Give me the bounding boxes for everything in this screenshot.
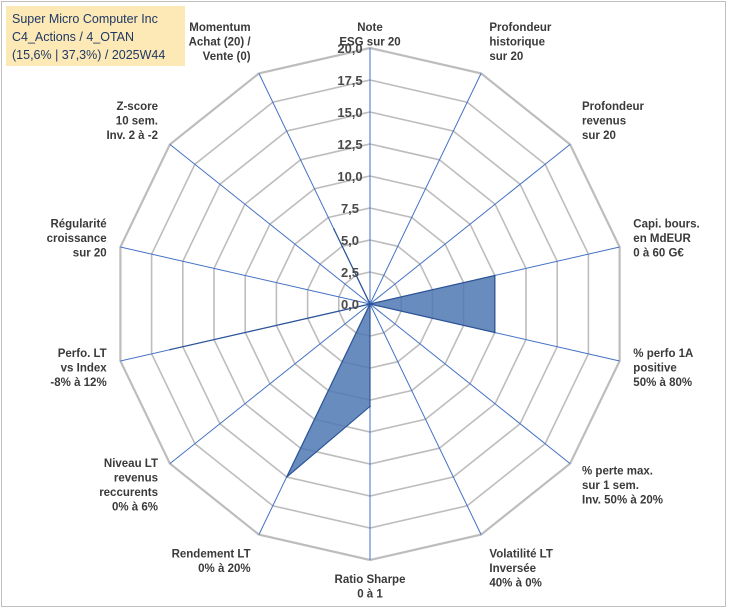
axis-label-14: Momentum Achat (20) / Vente (0): [189, 22, 252, 63]
tick-label-2: 5,0: [341, 233, 359, 248]
axis-label-2: Profondeur historique sur 20: [489, 22, 551, 63]
axis-label-10: Niveau LT revenus reccurents 0% à 6%: [99, 458, 158, 513]
axis-spoke-6: [369, 303, 571, 464]
company-name: Super Micro Computer Inc: [12, 12, 158, 26]
tick-label-1: 2,5: [341, 265, 359, 280]
tick-label-0: 0,0: [341, 297, 359, 312]
tick-label-7: 17,5: [337, 73, 362, 88]
tick-label-8: 20,0: [337, 41, 362, 56]
axis-label-4: Capi. bours. en MdEUR 0 à 60 G€: [633, 218, 699, 259]
stats-label: (15,6% | 37,3%) / 2025W44: [12, 48, 166, 62]
data-point-4: [494, 274, 496, 277]
axis-label-8: Ratio Sharpe 0 à 1: [335, 574, 406, 601]
axis-spoke-12: [120, 246, 371, 305]
axis-label-6: % perte max. sur 1 sem. Inv. 50% à 20%: [582, 465, 663, 506]
category-label: C4_Actions / 4_OTAN: [12, 30, 135, 44]
axis-spoke-3: [369, 144, 571, 305]
axis-label-7: Volatilité LT Inversée 40% à 0%: [489, 549, 552, 590]
axis-label-11: Perfo. LT vs Index -8% à 12%: [50, 348, 107, 389]
axis-spoke-2: [369, 73, 482, 305]
axis-label-3: Profondeur revenus sur 20: [582, 101, 644, 142]
axis-label-1: Note ESG sur 20: [339, 22, 400, 49]
axis-spoke-13: [169, 144, 371, 305]
axis-label-9: Rendement LT 0% à 20%: [172, 549, 251, 576]
data-point-14: [333, 228, 335, 230]
data-point-11: [169, 348, 172, 351]
data-point-8: [369, 405, 371, 408]
data-point-5: [494, 331, 496, 334]
tick-label-6: 15,0: [337, 105, 362, 120]
axis-label-13: Z-score 10 sem. Inv. 2 à -2: [106, 101, 158, 142]
tick-label-3: 7,5: [341, 201, 359, 216]
axis-spoke-10: [169, 303, 371, 464]
axis-spoke-7: [369, 303, 482, 535]
data-point-13: [369, 303, 371, 305]
tick-label-5: 12,5: [337, 137, 362, 152]
axis-label-12: Régularité croissance sur 20: [47, 218, 107, 259]
tick-label-4: 10,0: [337, 169, 362, 184]
chart-title-box: Super Micro Computer Inc C4_Actions / 4_…: [6, 6, 185, 66]
data-point-9: [285, 476, 288, 478]
axis-label-5: % perfo 1A positive 50% à 80%: [633, 348, 693, 389]
